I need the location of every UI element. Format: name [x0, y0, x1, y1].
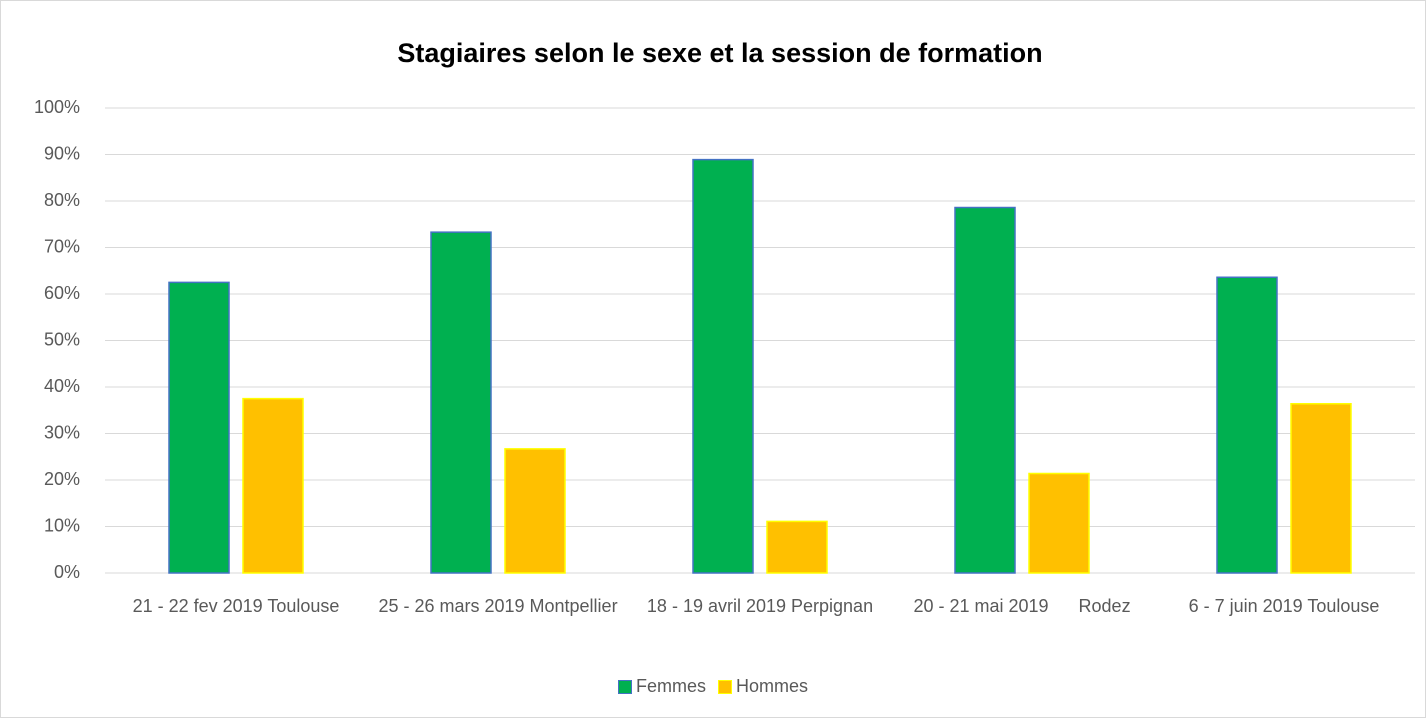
bar	[168, 281, 230, 574]
bar	[504, 448, 566, 574]
legend-label: Femmes	[635, 676, 706, 696]
legend-swatch	[617, 679, 632, 694]
legend: Femmes Hommes	[0, 676, 1426, 699]
legend-label: Hommes	[736, 676, 809, 696]
bar	[1216, 276, 1278, 574]
x-tick-label: 20 - 21 mai 2019 Rodez	[913, 596, 1131, 616]
y-tick-label: 0%	[54, 562, 80, 582]
y-tick-label: 30%	[44, 422, 80, 442]
x-tick-label: 18 - 19 avril 2019 Perpignan	[646, 596, 874, 616]
bar	[242, 397, 304, 574]
y-tick-label: 20%	[44, 469, 80, 489]
y-tick-label: 40%	[44, 376, 80, 396]
y-tick-label: 80%	[44, 190, 80, 210]
bar	[954, 206, 1016, 574]
y-tick-label: 50%	[44, 329, 80, 349]
bar	[1290, 402, 1352, 574]
x-tick-label: 21 - 22 fev 2019 Toulouse	[132, 596, 340, 616]
y-tick-label: 90%	[44, 143, 80, 163]
legend-item: Femmes	[617, 676, 706, 697]
chart-title: Stagiaires selon le sexe et la session d…	[397, 38, 1042, 68]
legend-item: Hommes	[718, 676, 808, 697]
bar	[766, 520, 828, 574]
legend-swatch	[718, 679, 732, 694]
bar	[430, 231, 492, 574]
y-tick-label: 60%	[44, 283, 80, 303]
x-tick-label: 6 - 7 juin 2019 Toulouse	[1188, 596, 1380, 616]
x-tick-label: 25 - 26 mars 2019 Montpellier	[378, 596, 618, 616]
y-tick-label: 10%	[44, 515, 80, 535]
bar	[692, 158, 754, 574]
bar	[1028, 472, 1090, 574]
y-tick-label: 70%	[44, 236, 80, 256]
y-tick-label: 100%	[34, 97, 80, 117]
